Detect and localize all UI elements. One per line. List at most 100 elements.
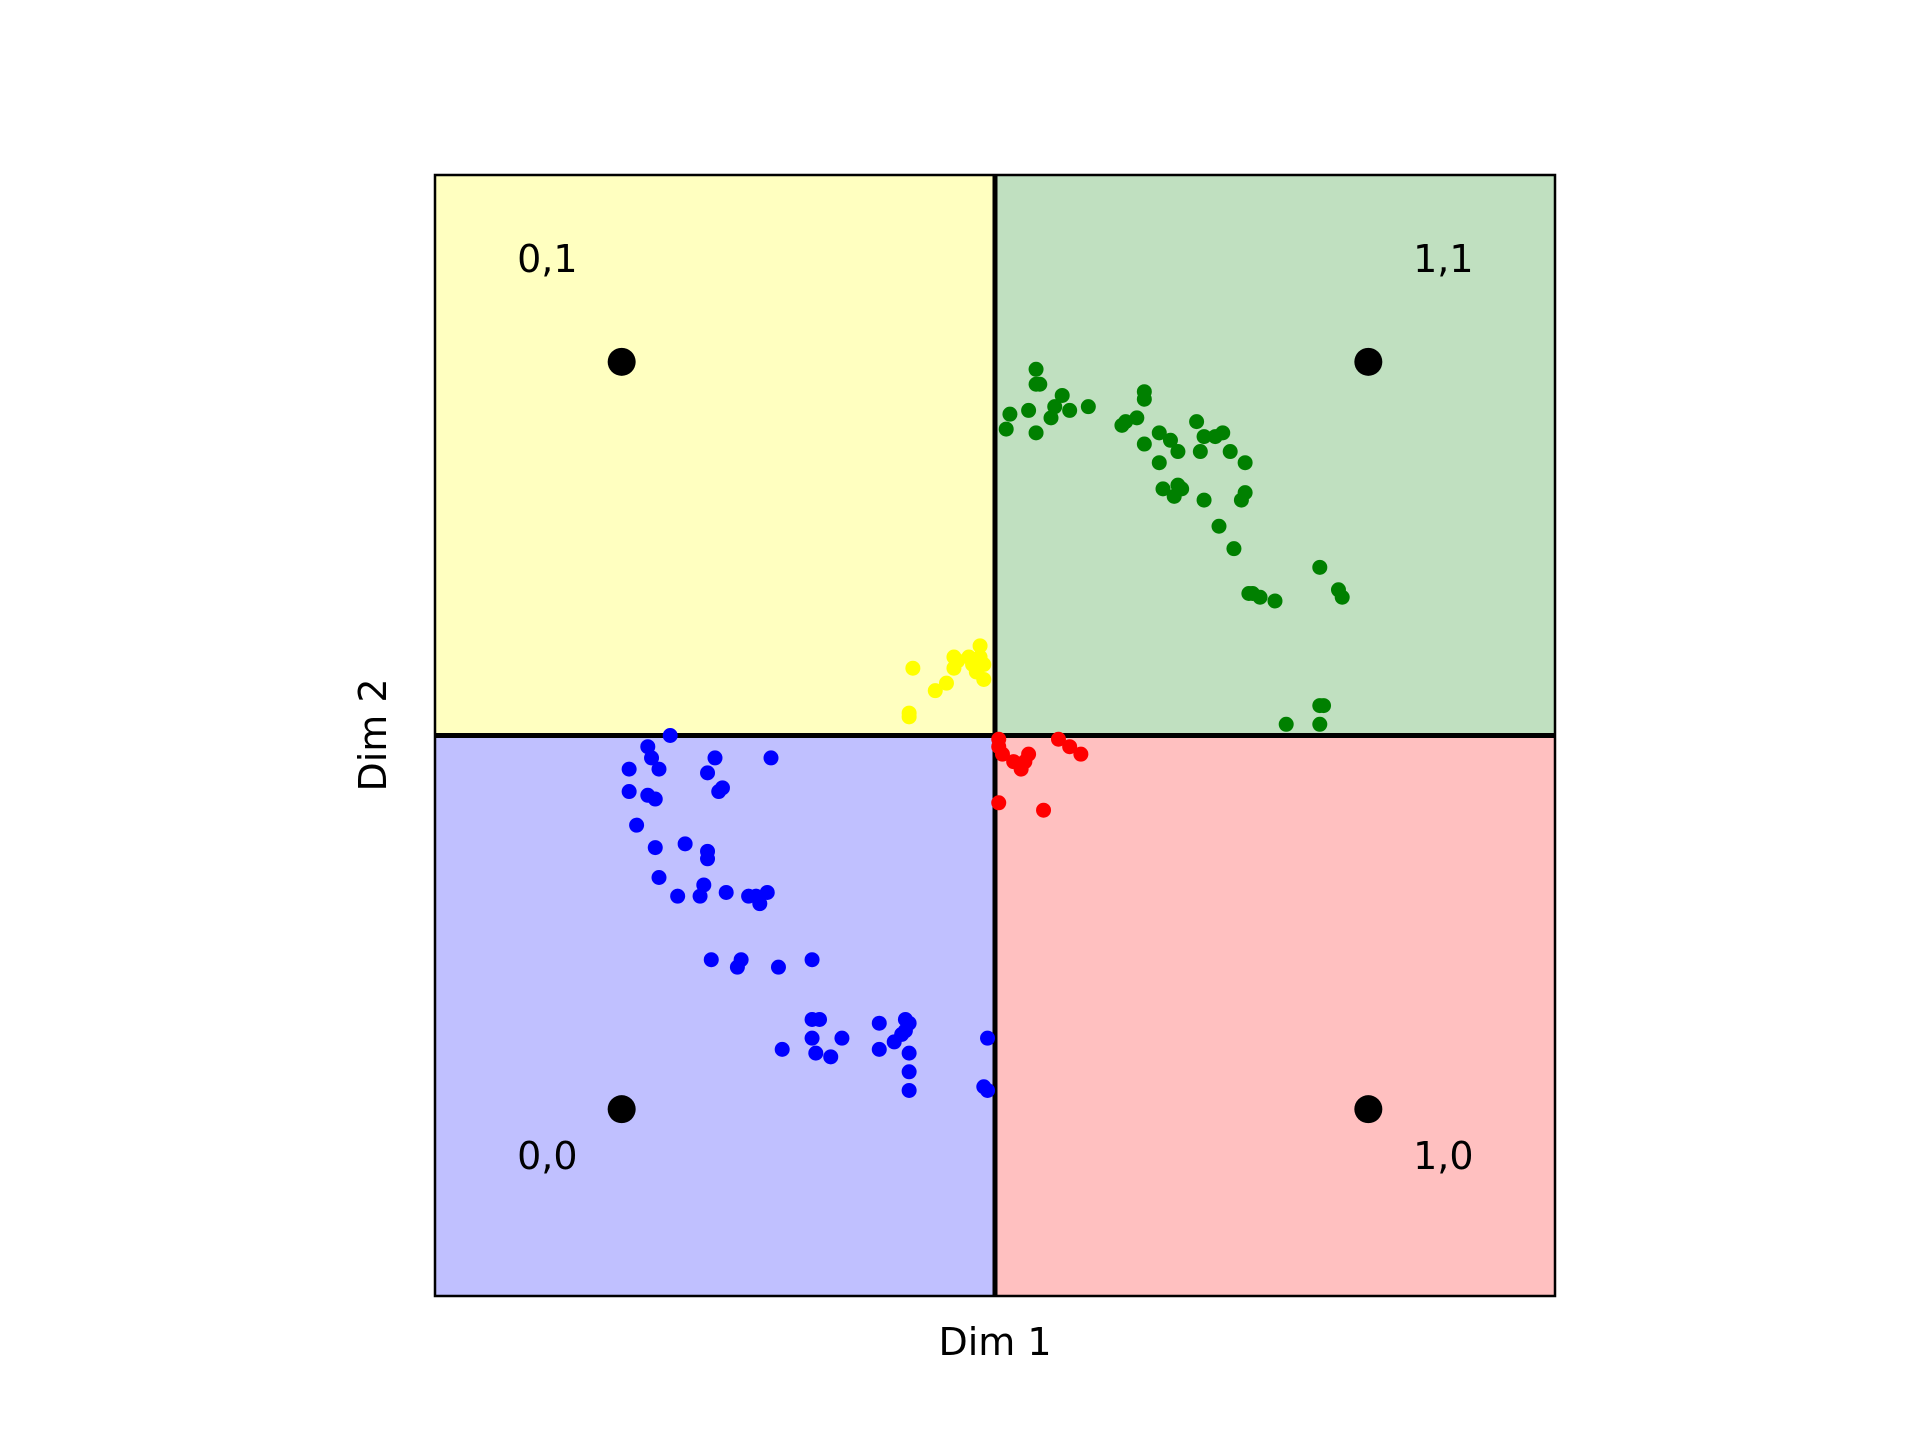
data-point bbox=[1211, 518, 1227, 534]
data-point bbox=[1226, 541, 1242, 557]
data-point bbox=[1028, 376, 1044, 392]
data-point bbox=[1192, 444, 1208, 460]
data-point bbox=[1267, 593, 1283, 609]
data-point bbox=[1166, 488, 1182, 504]
data-point bbox=[968, 664, 984, 680]
data-point bbox=[1080, 399, 1096, 415]
data-point bbox=[1162, 432, 1178, 448]
region-1-1 bbox=[995, 175, 1555, 736]
data-point bbox=[621, 784, 637, 800]
data-point bbox=[1054, 387, 1070, 403]
data-point bbox=[647, 840, 663, 856]
data-point bbox=[1028, 425, 1044, 441]
data-point bbox=[700, 851, 716, 867]
data-point bbox=[1151, 455, 1167, 471]
data-point bbox=[692, 888, 708, 904]
data-point bbox=[644, 750, 660, 766]
data-point bbox=[812, 1011, 828, 1027]
data-point bbox=[1062, 739, 1078, 755]
data-point bbox=[711, 784, 727, 800]
data-point bbox=[733, 952, 749, 968]
data-point bbox=[1196, 492, 1212, 508]
data-points bbox=[621, 361, 1350, 1098]
data-point bbox=[651, 761, 667, 777]
data-point bbox=[1036, 802, 1052, 818]
y-axis-label: Dim 2 bbox=[351, 678, 395, 792]
data-point bbox=[1136, 391, 1152, 407]
data-point bbox=[886, 1034, 902, 1050]
region-label: 0,0 bbox=[517, 1134, 577, 1178]
data-point bbox=[1312, 559, 1328, 575]
data-point bbox=[759, 884, 775, 900]
data-point bbox=[752, 896, 768, 912]
series-3 bbox=[621, 728, 996, 1098]
data-point bbox=[1215, 425, 1231, 441]
data-point bbox=[670, 888, 686, 904]
data-point bbox=[1002, 406, 1018, 422]
region-labels: 0,1 1,1 0,0 1,0 bbox=[517, 237, 1473, 1178]
data-point bbox=[927, 683, 943, 699]
data-point bbox=[647, 791, 663, 807]
data-point bbox=[804, 952, 820, 968]
corner-point bbox=[1354, 1095, 1383, 1124]
data-point bbox=[651, 869, 667, 885]
data-point bbox=[1237, 485, 1253, 501]
data-point bbox=[700, 765, 716, 781]
data-point bbox=[1028, 361, 1044, 377]
data-point bbox=[991, 795, 1007, 811]
data-point bbox=[998, 421, 1014, 437]
data-point bbox=[1073, 746, 1089, 762]
data-point bbox=[1237, 455, 1253, 471]
data-point bbox=[1129, 410, 1145, 426]
data-point bbox=[980, 1030, 996, 1046]
data-point bbox=[1252, 589, 1268, 605]
data-point bbox=[1170, 444, 1186, 460]
data-point bbox=[621, 761, 637, 777]
corner-point bbox=[607, 1095, 636, 1124]
series-1 bbox=[901, 638, 992, 725]
region-1-0 bbox=[995, 735, 1555, 1296]
data-point bbox=[994, 746, 1010, 762]
series-0 bbox=[998, 361, 1350, 732]
data-point bbox=[1189, 414, 1205, 430]
corner-point bbox=[1354, 347, 1383, 376]
data-point bbox=[1050, 731, 1066, 747]
x-axis-label-container: Dim 1 bbox=[0, 1320, 1920, 1364]
corner-point bbox=[607, 347, 636, 376]
data-point bbox=[1312, 716, 1328, 732]
data-point bbox=[763, 750, 779, 766]
data-point bbox=[901, 1064, 917, 1080]
data-point bbox=[834, 1030, 850, 1046]
data-point bbox=[1334, 589, 1350, 605]
data-point bbox=[901, 1015, 917, 1031]
data-point bbox=[1278, 716, 1294, 732]
data-point bbox=[770, 959, 786, 975]
data-point bbox=[1136, 436, 1152, 452]
data-point bbox=[871, 1041, 887, 1057]
region-0-1 bbox=[435, 175, 995, 736]
data-point bbox=[707, 750, 723, 766]
data-point bbox=[1155, 481, 1171, 497]
data-point bbox=[946, 660, 962, 676]
data-point bbox=[774, 1041, 790, 1057]
plot-frame bbox=[433, 173, 1557, 1298]
region-label: 1,0 bbox=[1413, 1134, 1473, 1178]
data-point bbox=[629, 817, 645, 833]
data-point bbox=[905, 660, 921, 676]
data-point bbox=[980, 1082, 996, 1098]
data-point bbox=[662, 728, 678, 743]
region-label: 0,1 bbox=[517, 237, 577, 281]
series-2 bbox=[991, 731, 1089, 818]
data-point bbox=[804, 1030, 820, 1046]
data-point bbox=[1021, 746, 1037, 762]
data-point bbox=[901, 709, 917, 725]
data-point bbox=[1021, 402, 1037, 418]
data-point bbox=[1316, 698, 1332, 714]
data-point bbox=[901, 1082, 917, 1098]
data-point bbox=[808, 1045, 824, 1061]
data-point bbox=[1196, 429, 1212, 445]
data-point bbox=[901, 1045, 917, 1061]
data-point bbox=[938, 675, 954, 691]
